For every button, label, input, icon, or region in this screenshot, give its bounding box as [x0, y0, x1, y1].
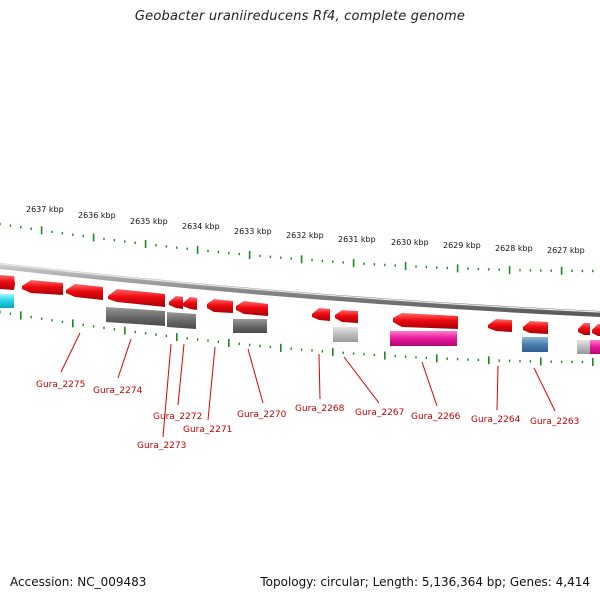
genome-title: Geobacter uraniireducens Rf4, complete g… [134, 9, 466, 24]
gene-label[interactable]: Gura_2275 [36, 380, 85, 390]
gene-arrow[interactable] [488, 319, 512, 332]
gene-labels: Gura_2275 Gura_2274 Gura_2273 Gura_2272 … [36, 380, 579, 451]
gene-arrow[interactable] [578, 323, 590, 335]
topology-text: Topology: circular; Length: 5,136,364 bp… [260, 575, 590, 589]
gene-label[interactable]: Gura_2263 [530, 417, 579, 427]
blue-feature-box[interactable] [522, 337, 548, 352]
gene-label[interactable]: Gura_2268 [295, 404, 345, 414]
accession-text: Accession: NC_009483 [10, 575, 147, 589]
gene-label[interactable]: Gura_2272 [153, 412, 202, 422]
scale-label: 2633 kbp [234, 227, 272, 236]
scale-label: 2628 kbp [495, 244, 533, 253]
gene-arrow[interactable] [312, 308, 330, 321]
upper-scale-ticks [0, 222, 594, 275]
leader-lines [60, 332, 556, 438]
scale-label: 2627 kbp [547, 246, 585, 255]
scale-label: 2631 kbp [338, 235, 376, 244]
magenta-feature-box[interactable] [390, 331, 457, 346]
lower-scale-ticks [0, 310, 594, 366]
gene-arrow[interactable] [236, 301, 268, 316]
gene-arrow[interactable] [523, 321, 548, 334]
gene-arrow[interactable] [66, 284, 103, 300]
light-gray-feature-box[interactable] [333, 327, 358, 342]
gene-label[interactable]: Gura_2274 [93, 386, 143, 396]
genome-backbone-highlight [0, 263, 600, 313]
gene-arrow[interactable] [108, 289, 165, 307]
scale-label: 2636 kbp [78, 211, 116, 220]
magenta-feature-box[interactable] [590, 340, 600, 354]
genome-backbone [0, 263, 600, 317]
scale-label: 2635 kbp [130, 217, 168, 226]
light-gray-feature-box[interactable] [577, 340, 590, 354]
gray-feature-box[interactable] [167, 312, 196, 329]
gray-feature-box[interactable] [106, 307, 165, 326]
gene-arrow[interactable] [0, 275, 15, 290]
gene-label[interactable]: Gura_2264 [471, 415, 521, 425]
gene-arrow[interactable] [207, 299, 233, 313]
gene-label[interactable]: Gura_2271 [183, 425, 232, 435]
scale-label: 2637 kbp [26, 205, 64, 214]
gray-feature-box[interactable] [233, 319, 267, 333]
scale-label: 2634 kbp [182, 222, 220, 231]
gene-arrow[interactable] [169, 296, 183, 309]
gene-arrow[interactable] [393, 313, 458, 329]
scale-label: 2630 kbp [391, 238, 429, 247]
scale-label: 2632 kbp [286, 231, 324, 240]
gene-label[interactable]: Gura_2273 [137, 441, 186, 451]
gene-label[interactable]: Gura_2266 [411, 412, 461, 422]
scale-label: 2629 kbp [443, 241, 481, 250]
gene-arrow[interactable] [22, 280, 63, 295]
cyan-feature-box[interactable] [0, 294, 14, 308]
gene-arrow[interactable] [335, 310, 358, 323]
gene-label[interactable]: Gura_2270 [237, 410, 287, 420]
gene-label[interactable]: Gura_2267 [355, 408, 404, 418]
gene-arrow[interactable] [183, 297, 197, 310]
red-genes [0, 275, 600, 336]
gene-arrow[interactable] [592, 324, 600, 336]
scale-labels: 2637 kbp 2636 kbp 2635 kbp 2634 kbp 2633… [26, 205, 585, 255]
feature-boxes [0, 294, 600, 354]
